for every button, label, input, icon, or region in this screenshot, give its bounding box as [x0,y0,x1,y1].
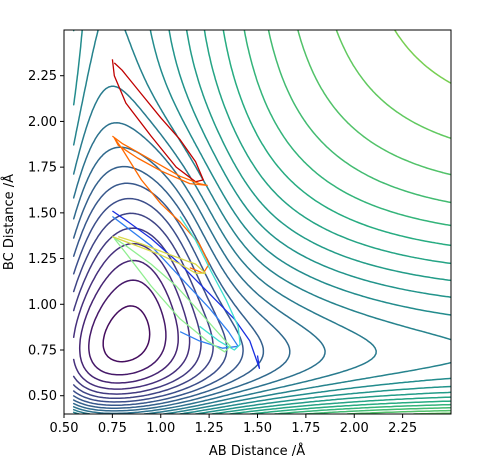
contour-level [88,279,167,376]
x-tick-label: 1.25 [195,421,224,436]
x-tick-label: 1.00 [146,421,175,436]
y-tick-label: 1.50 [28,206,57,221]
trajectory-line-3 [112,210,261,369]
contour-level [393,30,451,84]
x-tick-label: 1.75 [291,421,320,436]
contour-level [72,121,326,414]
trajectory-line-4 [112,215,239,349]
y-tick-label: 1.00 [28,298,57,313]
trajectory-line-5 [179,216,241,351]
trajectory-lines [111,59,261,369]
y-tick-label: 0.75 [28,344,57,359]
x-tick-label: 0.75 [98,421,127,436]
contour-level [78,259,179,384]
contour-level [72,242,191,390]
contour-level [72,146,291,412]
x-tick-label: 0.50 [50,421,79,436]
x-axis-label: AB Distance /Å [209,443,305,459]
y-tick-label: 1.25 [28,252,57,267]
x-axis-ticks: 0.50 0.75 1.00 1.25 1.50 1.75 2.00 2.25 [50,414,417,436]
contour-level [72,85,377,414]
trajectory-line-1 [111,59,204,183]
y-tick-label: 1.75 [28,161,57,176]
trajectory-line-7 [112,235,206,274]
y-axis-ticks: 0.50 0.75 1.00 1.25 1.50 1.75 2.00 2.25 [28,69,64,404]
y-tick-label: 2.00 [28,115,57,130]
x-tick-label: 2.00 [340,421,369,436]
contour-level [203,30,451,414]
y-tick-label: 2.25 [28,69,57,84]
y-axis-label: BC Distance /Å [1,174,17,270]
y-tick-label: 0.50 [28,389,57,404]
contour-level [72,182,244,406]
contour-level [72,165,265,409]
contour-level [102,305,151,363]
trajectory-line-6 [112,236,232,353]
x-tick-label: 2.25 [388,421,417,436]
x-tick-label: 1.50 [243,421,272,436]
